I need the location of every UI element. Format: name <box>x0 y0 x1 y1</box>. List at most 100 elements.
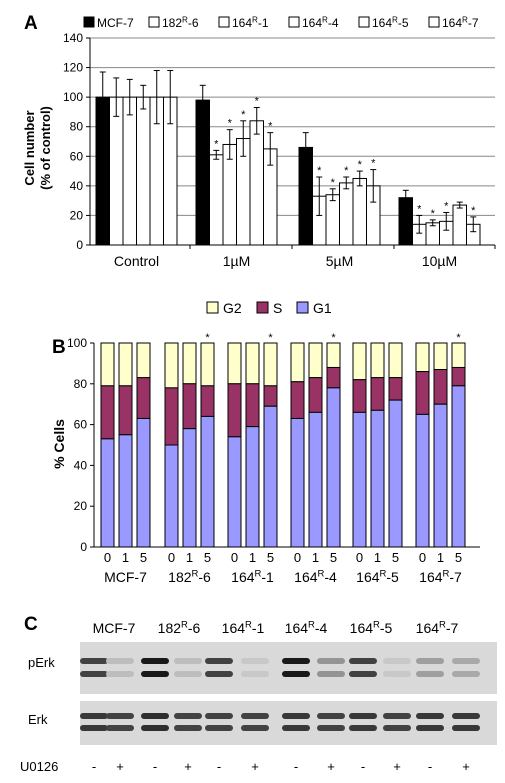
bar-g1 <box>263 405 278 548</box>
legend-swatch-2 <box>218 16 230 28</box>
bar-g1 <box>245 426 260 548</box>
bar-s <box>370 377 385 411</box>
x-category-label: 5µM <box>326 253 354 269</box>
bar-g2 <box>164 342 179 389</box>
bar-g1 <box>182 428 197 548</box>
blot-band <box>383 658 411 664</box>
blot-header: 164R-5 <box>350 620 393 636</box>
bar-g2 <box>100 342 115 387</box>
dose-label: 1 <box>437 550 444 565</box>
bar <box>325 194 340 246</box>
blot-band <box>383 725 411 731</box>
blot-band <box>317 671 345 677</box>
bar-g1 <box>433 403 448 548</box>
bar-g1 <box>352 411 367 548</box>
blot-band <box>174 658 202 664</box>
blot-band <box>282 713 310 719</box>
y-tick-label: 0 <box>80 540 87 554</box>
blot-band <box>349 658 377 664</box>
x-category-label: 1µM <box>223 253 251 269</box>
bar-s <box>433 369 448 405</box>
blot-band <box>205 725 233 731</box>
panel-b-label: B <box>52 337 66 358</box>
blot-header: 164R-1 <box>222 620 265 636</box>
panel-c-label: C <box>24 614 38 635</box>
legend-label-g1: G1 <box>313 300 332 316</box>
bar-s <box>415 371 430 415</box>
chart-a-y-axis-label-2: (% of control) <box>38 106 53 190</box>
bar-s <box>388 377 403 401</box>
blot-band <box>174 713 202 719</box>
blot-band <box>205 713 233 719</box>
dose-label: 0 <box>168 550 175 565</box>
bar-g1 <box>200 415 215 548</box>
y-tick-label: 60 <box>70 149 84 163</box>
chart-a: MCF-7 182R-6 164R-1 164R-4 164R-5 164R-7 Cell… <box>22 15 496 269</box>
group-label: 164R-4 <box>294 569 337 585</box>
bar-g2 <box>200 342 215 387</box>
blot-cell-line-headers: MCF-7 182R-6 164R-1 164R-4 164R-5 164R-7 <box>93 620 459 636</box>
blot-band <box>106 658 134 664</box>
significance-marker: * <box>228 118 233 130</box>
bar-g2 <box>263 342 278 387</box>
significance-marker: * <box>317 165 322 177</box>
chart-b-legend: G2 S G1 <box>206 300 332 316</box>
bar-g1 <box>100 438 115 548</box>
bar-g1 <box>451 385 466 548</box>
blot-band <box>317 725 345 731</box>
bar-g2 <box>245 342 260 385</box>
legend-swatch-g1 <box>296 301 309 314</box>
blot-band <box>452 713 480 719</box>
legend-swatch-g2 <box>206 301 219 314</box>
significance-marker: * <box>431 208 436 220</box>
significance-marker: * <box>371 158 376 170</box>
y-tick-label: 100 <box>67 336 87 350</box>
significance-marker: * <box>205 332 210 344</box>
blot-band <box>141 658 169 664</box>
bar-g2 <box>433 342 448 371</box>
bar-s <box>326 366 341 389</box>
dose-label: 0 <box>356 550 363 565</box>
dose-label: 1 <box>249 550 256 565</box>
treatment-sign: + <box>393 759 401 774</box>
legend-label-2: 164R-1 <box>232 15 269 30</box>
bar-g2 <box>182 342 197 385</box>
bar <box>195 99 210 246</box>
legend-label-0: MCF-7 <box>97 16 134 30</box>
blot-band <box>317 713 345 719</box>
blot-band <box>241 725 269 731</box>
blot-band <box>80 671 108 677</box>
bar-g1 <box>136 417 151 548</box>
legend-label-g2: G2 <box>223 300 242 316</box>
bar-g2 <box>352 342 367 381</box>
significance-marker: * <box>214 138 219 150</box>
bar-g1 <box>388 399 403 548</box>
bar-g1 <box>326 387 341 548</box>
blot-band <box>174 725 202 731</box>
y-tick-label: 80 <box>74 377 88 391</box>
blot-band <box>349 713 377 719</box>
treatment-sign: - <box>153 759 157 774</box>
dose-label: 1 <box>312 550 319 565</box>
bar <box>339 182 354 246</box>
blot-band <box>241 713 269 719</box>
dose-label: 5 <box>330 550 337 565</box>
legend-swatch-4 <box>358 16 370 28</box>
bar-g2 <box>118 342 133 387</box>
blot-band <box>416 658 444 664</box>
blot-band <box>141 725 169 731</box>
treatment-sign: + <box>116 759 124 774</box>
treatment-sign: - <box>361 759 365 774</box>
treatment-sign: + <box>251 759 259 774</box>
y-tick-label: 140 <box>63 31 83 45</box>
bar-g1 <box>227 436 242 548</box>
treatment-sign: - <box>428 759 432 774</box>
bar-g2 <box>451 342 466 368</box>
blot-band <box>349 725 377 731</box>
dose-label: 0 <box>294 550 301 565</box>
treatment-sign: - <box>217 759 221 774</box>
significance-marker: * <box>471 205 476 217</box>
bar <box>109 96 124 246</box>
blot-band <box>174 671 202 677</box>
